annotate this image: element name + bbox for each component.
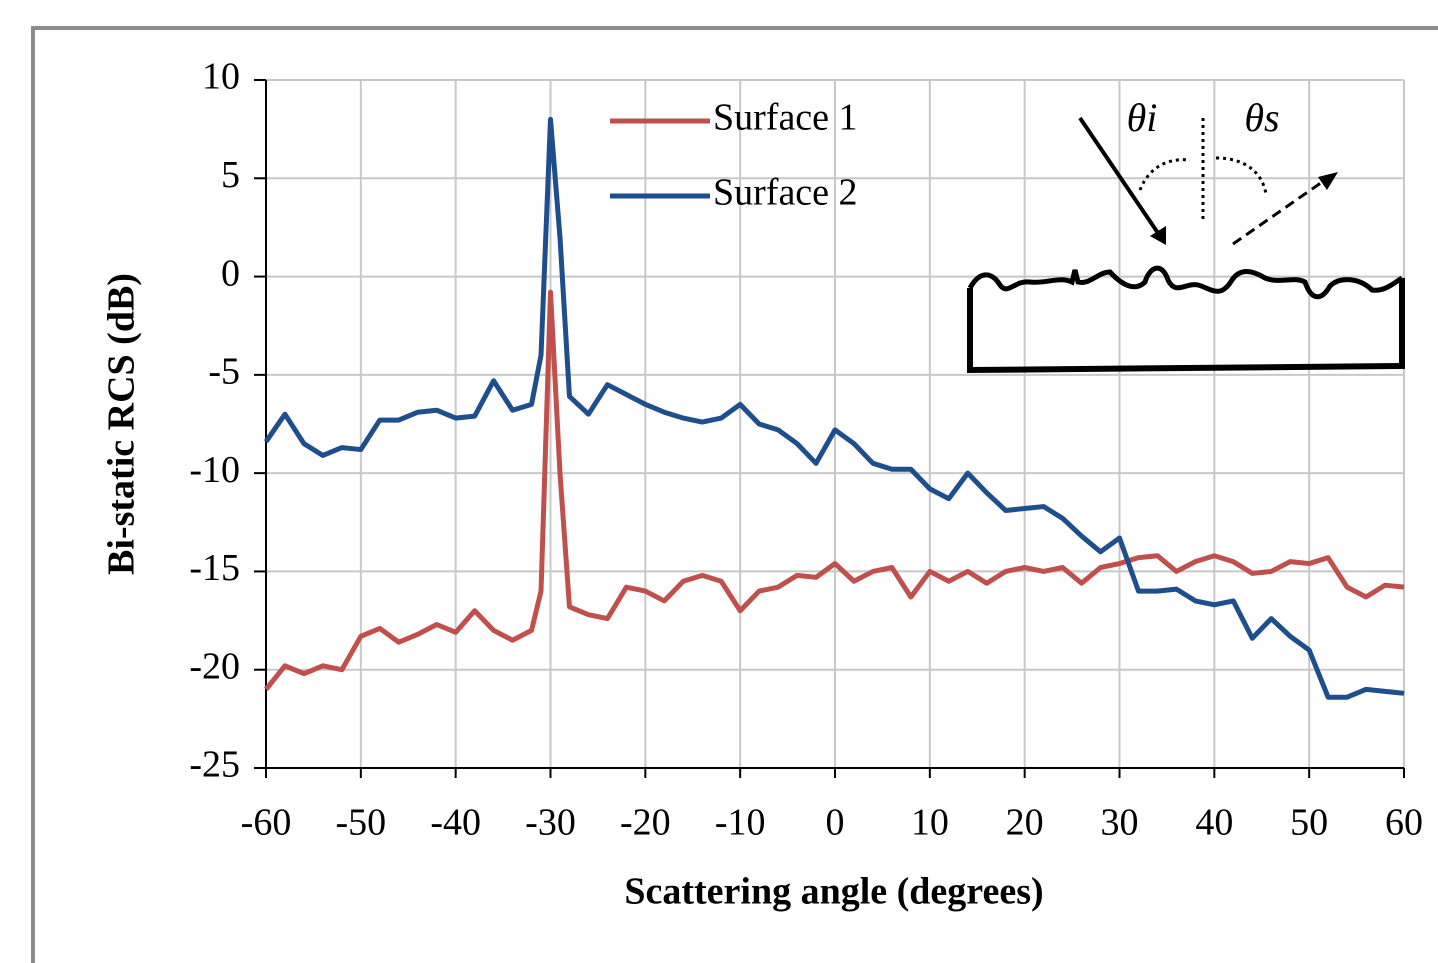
x-tick-label: 40 (1195, 802, 1233, 844)
incident-ray (1078, 116, 1162, 238)
frame (31, 26, 1438, 963)
arrow-head (1150, 226, 1166, 245)
legend-label: Surface 1 (713, 97, 858, 139)
x-tick-label: -50 (336, 802, 387, 844)
annotation: θi (1127, 95, 1158, 140)
y-tick-label: -20 (189, 645, 240, 687)
series-line (264, 289, 1405, 691)
x-tick-label: 0 (826, 802, 845, 844)
x-tick-label: -40 (430, 802, 481, 844)
arrow-head (1318, 172, 1338, 190)
y-tick-label: 0 (221, 252, 240, 294)
y-tick-label: -15 (189, 547, 240, 589)
y-tick-label: -5 (208, 351, 240, 393)
y-tick-label: -10 (189, 449, 240, 491)
grid (265, 79, 1405, 769)
y-tick-label: -25 (189, 744, 240, 786)
x-tick-label: 30 (1101, 802, 1139, 844)
x-tick-label: -30 (525, 802, 576, 844)
y-tick-label: 5 (221, 154, 240, 196)
scattered-ray (1232, 178, 1326, 246)
y-tick-label: 10 (202, 56, 240, 98)
x-tick-label: -60 (241, 802, 292, 844)
angle-arc (1138, 158, 1191, 191)
annotation: θs (1244, 95, 1279, 140)
x-tick-label: 10 (911, 802, 949, 844)
series-line (263, 116, 1405, 700)
y-axis-title: Bi-static RCS (dB) (101, 273, 143, 575)
x-tick-label: 60 (1385, 802, 1423, 844)
x-tick-label: -10 (715, 802, 766, 844)
x-axis-title: Scattering angle (degrees) (624, 871, 1043, 913)
x-tick-label: 50 (1290, 802, 1328, 844)
x-tick-label: 20 (1006, 802, 1044, 844)
inset-diagram (967, 116, 1405, 374)
rough-surface (967, 265, 1404, 300)
surface-body (967, 278, 1405, 374)
legend-label: Surface 2 (713, 172, 858, 214)
x-tick-label: -20 (620, 802, 671, 844)
angle-arc (1215, 156, 1268, 195)
